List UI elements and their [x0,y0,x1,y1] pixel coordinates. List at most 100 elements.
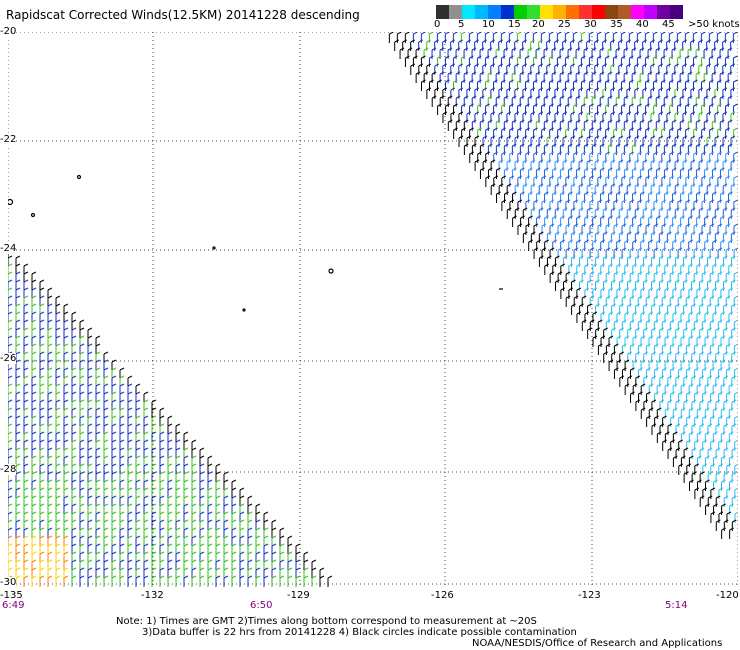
wind-barb [583,71,589,83]
wind-barb [624,263,630,275]
wind-barb [677,199,683,211]
wind-barb [607,167,613,179]
wind-barb [580,32,586,43]
wind-barb [677,103,682,115]
wind-barb [581,79,586,91]
wind-barb [520,215,525,227]
wind-barb [626,87,632,99]
wind-barb [568,287,574,299]
wind-barb [669,103,674,115]
wind-barb [640,407,646,419]
wind-barb [619,375,625,387]
wind-barb [482,159,488,171]
wind-barb [578,255,584,267]
wind-barb [694,463,700,475]
wind-barb [469,79,474,91]
wind-barb [546,135,552,147]
wind-barb [677,151,682,163]
wind-barb [183,575,189,587]
wind-barb [468,55,474,67]
wind-barb [667,447,673,459]
wind-barb [662,391,667,403]
wind-barb [501,79,506,91]
wind-barb [632,335,638,347]
wind-barb [493,175,499,187]
wind-barb [597,271,603,283]
wind-barb [733,367,738,379]
wind-barb [568,215,573,227]
wind-barb [287,575,293,587]
wind-barb [498,39,503,51]
wind-barb [399,47,405,59]
wind-barb [8,415,13,427]
wind-barb [674,207,680,219]
wind-barb [151,575,157,587]
wind-barb [615,167,621,179]
wind-barb [500,32,506,43]
wind-barb [500,55,506,67]
wind-barb [586,183,592,195]
wind-barb [578,231,584,243]
wind-barb [551,47,557,59]
wind-barb [506,183,512,195]
wind-barb [717,343,723,355]
wind-barb [723,399,729,411]
wind-barb [642,183,648,195]
wind-barb [719,95,725,107]
wind-barb [725,175,731,187]
wind-barb [573,271,579,283]
wind-barb [643,279,648,291]
wind-barb [519,47,525,59]
wind-barb [692,55,698,67]
wind-barb [680,455,686,467]
wind-barb [15,575,21,587]
wind-barb [696,215,701,227]
scale-label: 25 [558,19,571,30]
wind-barb [8,375,13,387]
wind-barb [599,119,605,131]
wind-barb [549,271,555,283]
wind-barb [661,103,666,115]
wind-barb [658,183,664,195]
lon-label: -123 [578,590,601,601]
wind-barb [615,71,621,83]
wind-barb [714,231,720,243]
wind-barb [597,295,603,307]
wind-barb [702,415,707,427]
wind-barb [666,159,672,171]
wind-barb [560,215,565,227]
wind-barb [143,575,149,587]
wind-barb [661,247,667,259]
wind-barb [549,175,555,187]
wind-barb [608,239,613,251]
wind-barb [620,55,626,67]
wind-barb [691,303,696,315]
wind-barb [613,367,619,379]
wind-barb [619,279,624,291]
wind-barb [8,399,13,411]
wind-barb [637,343,643,355]
wind-barb [599,143,605,155]
wind-barb [720,359,726,371]
wind-barb [595,303,600,315]
wind-barb [702,463,708,475]
wind-barb [723,471,729,483]
wind-barb [731,423,737,435]
wind-barb [447,71,453,83]
wind-barb [623,119,629,131]
color-swatch [475,5,488,19]
island [76,174,82,180]
wind-barb [733,319,738,331]
wind-barb [728,335,734,347]
wind-barb [712,239,717,251]
wind-barb [565,151,570,163]
wind-barb [514,111,520,123]
color-swatch [631,5,644,19]
wind-barb [560,287,566,299]
wind-barb [643,375,649,387]
wind-barb [621,295,627,307]
wind-barb [725,271,731,283]
color-swatch [657,5,670,19]
wind-barb [674,135,680,147]
wind-barb [594,231,600,243]
